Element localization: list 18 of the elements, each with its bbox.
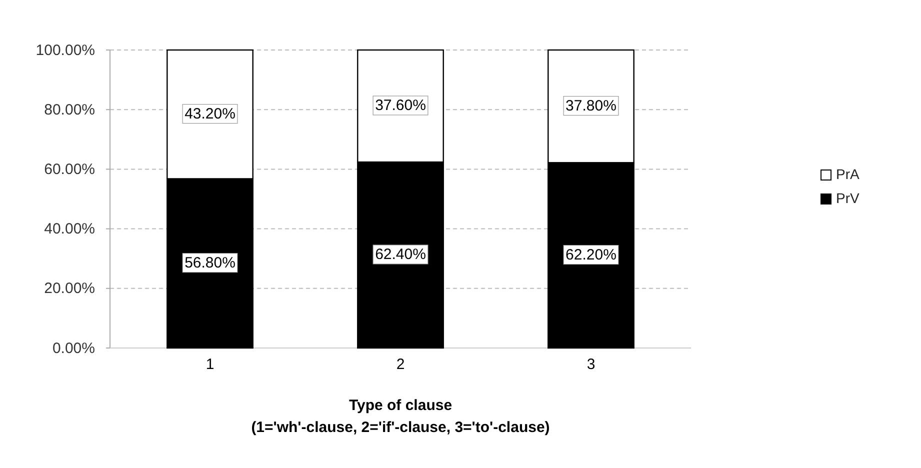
y-tick-label: 80.00% bbox=[44, 101, 95, 118]
data-label: 37.80% bbox=[566, 97, 616, 114]
y-tick-label: 100.00% bbox=[36, 42, 95, 59]
legend-label: PrA bbox=[836, 166, 860, 182]
x-tick-label: 3 bbox=[586, 356, 596, 373]
data-label: 43.20% bbox=[184, 105, 236, 122]
data-label: 37.60% bbox=[375, 96, 426, 114]
x-tick-label: 2 bbox=[396, 356, 405, 373]
legend-label: PrV bbox=[836, 190, 860, 206]
x-tick-label: 1 bbox=[206, 356, 214, 373]
data-label: 62.40% bbox=[375, 246, 426, 263]
y-tick-label: 60.00% bbox=[44, 161, 95, 178]
data-label: 62.20% bbox=[566, 246, 616, 264]
y-tick-label: 40.00% bbox=[44, 220, 95, 238]
x-axis-title: Type of clause (1='wh'-clause, 2='if'-clause, 3='to'-clause) bbox=[251, 397, 550, 436]
y-tick-label: 20.00% bbox=[44, 280, 95, 298]
data-label: 56.80% bbox=[184, 254, 236, 272]
y-tick-label: 0.00% bbox=[52, 340, 95, 357]
